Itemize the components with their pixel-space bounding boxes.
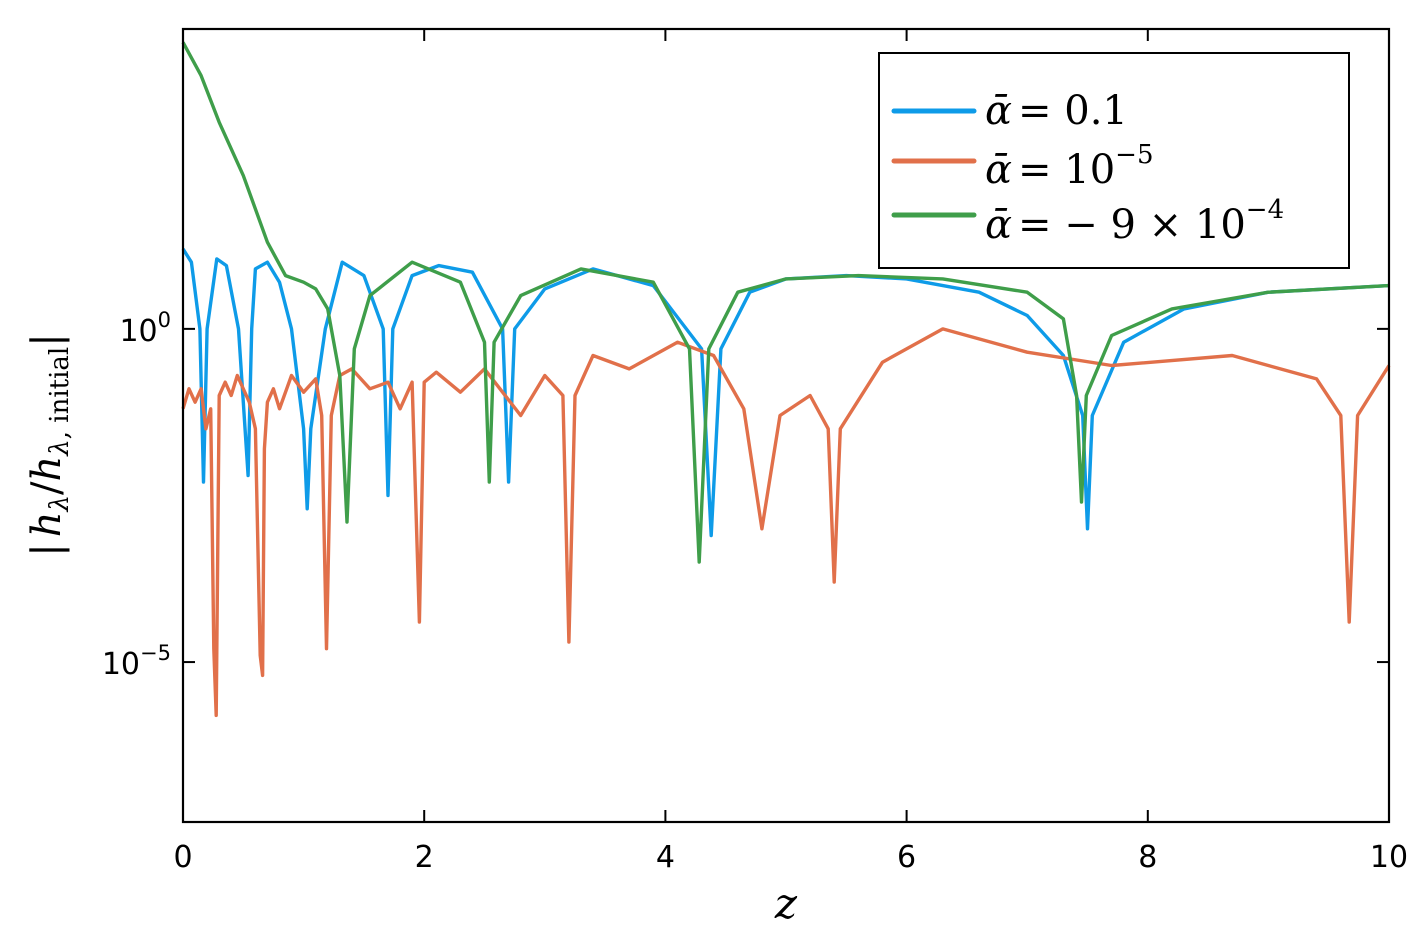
series-line-1 xyxy=(181,247,1390,538)
x-tick-label: 2 xyxy=(415,840,434,875)
legend: ᾱ = 0.1 ᾱ = 10−5 ᾱ = − 9 × 10−4 xyxy=(878,52,1350,269)
x-axis: 0 2 4 6 8 10 xyxy=(173,29,1408,875)
series-layer xyxy=(181,41,1391,718)
legend-entry-3: ᾱ = − 9 × 10−4 xyxy=(891,195,1284,248)
series-line-3 xyxy=(181,41,1390,564)
y-tick-label: 10−5 xyxy=(102,641,171,682)
x-tick-label: 10 xyxy=(1370,840,1408,875)
x-tick-label: 6 xyxy=(897,840,916,875)
y-tick-label: 100 xyxy=(119,308,171,349)
y-axis-label: |hλ/hλ, initial| xyxy=(24,333,75,556)
plot-frame xyxy=(181,27,1391,824)
svg-text:|hλ/hλ, initial|: |hλ/hλ, initial| xyxy=(24,333,75,556)
legend-label-2: ᾱ = 10−5 xyxy=(985,140,1153,193)
legend-entry-2: ᾱ = 10−5 xyxy=(891,140,1153,193)
x-tick-label: 0 xyxy=(173,840,192,875)
y-axis: 100 10−5 xyxy=(102,308,1389,682)
series-line-2 xyxy=(181,327,1391,718)
x-axis-label: z xyxy=(774,879,798,928)
legend-label-3: ᾱ = − 9 × 10−4 xyxy=(985,195,1284,248)
legend-label-1: ᾱ = 0.1 xyxy=(985,88,1128,134)
x-tick-label: 8 xyxy=(1138,840,1157,875)
legend-entry-1: ᾱ = 0.1 xyxy=(891,88,1128,134)
x-tick-label: 4 xyxy=(656,840,675,875)
